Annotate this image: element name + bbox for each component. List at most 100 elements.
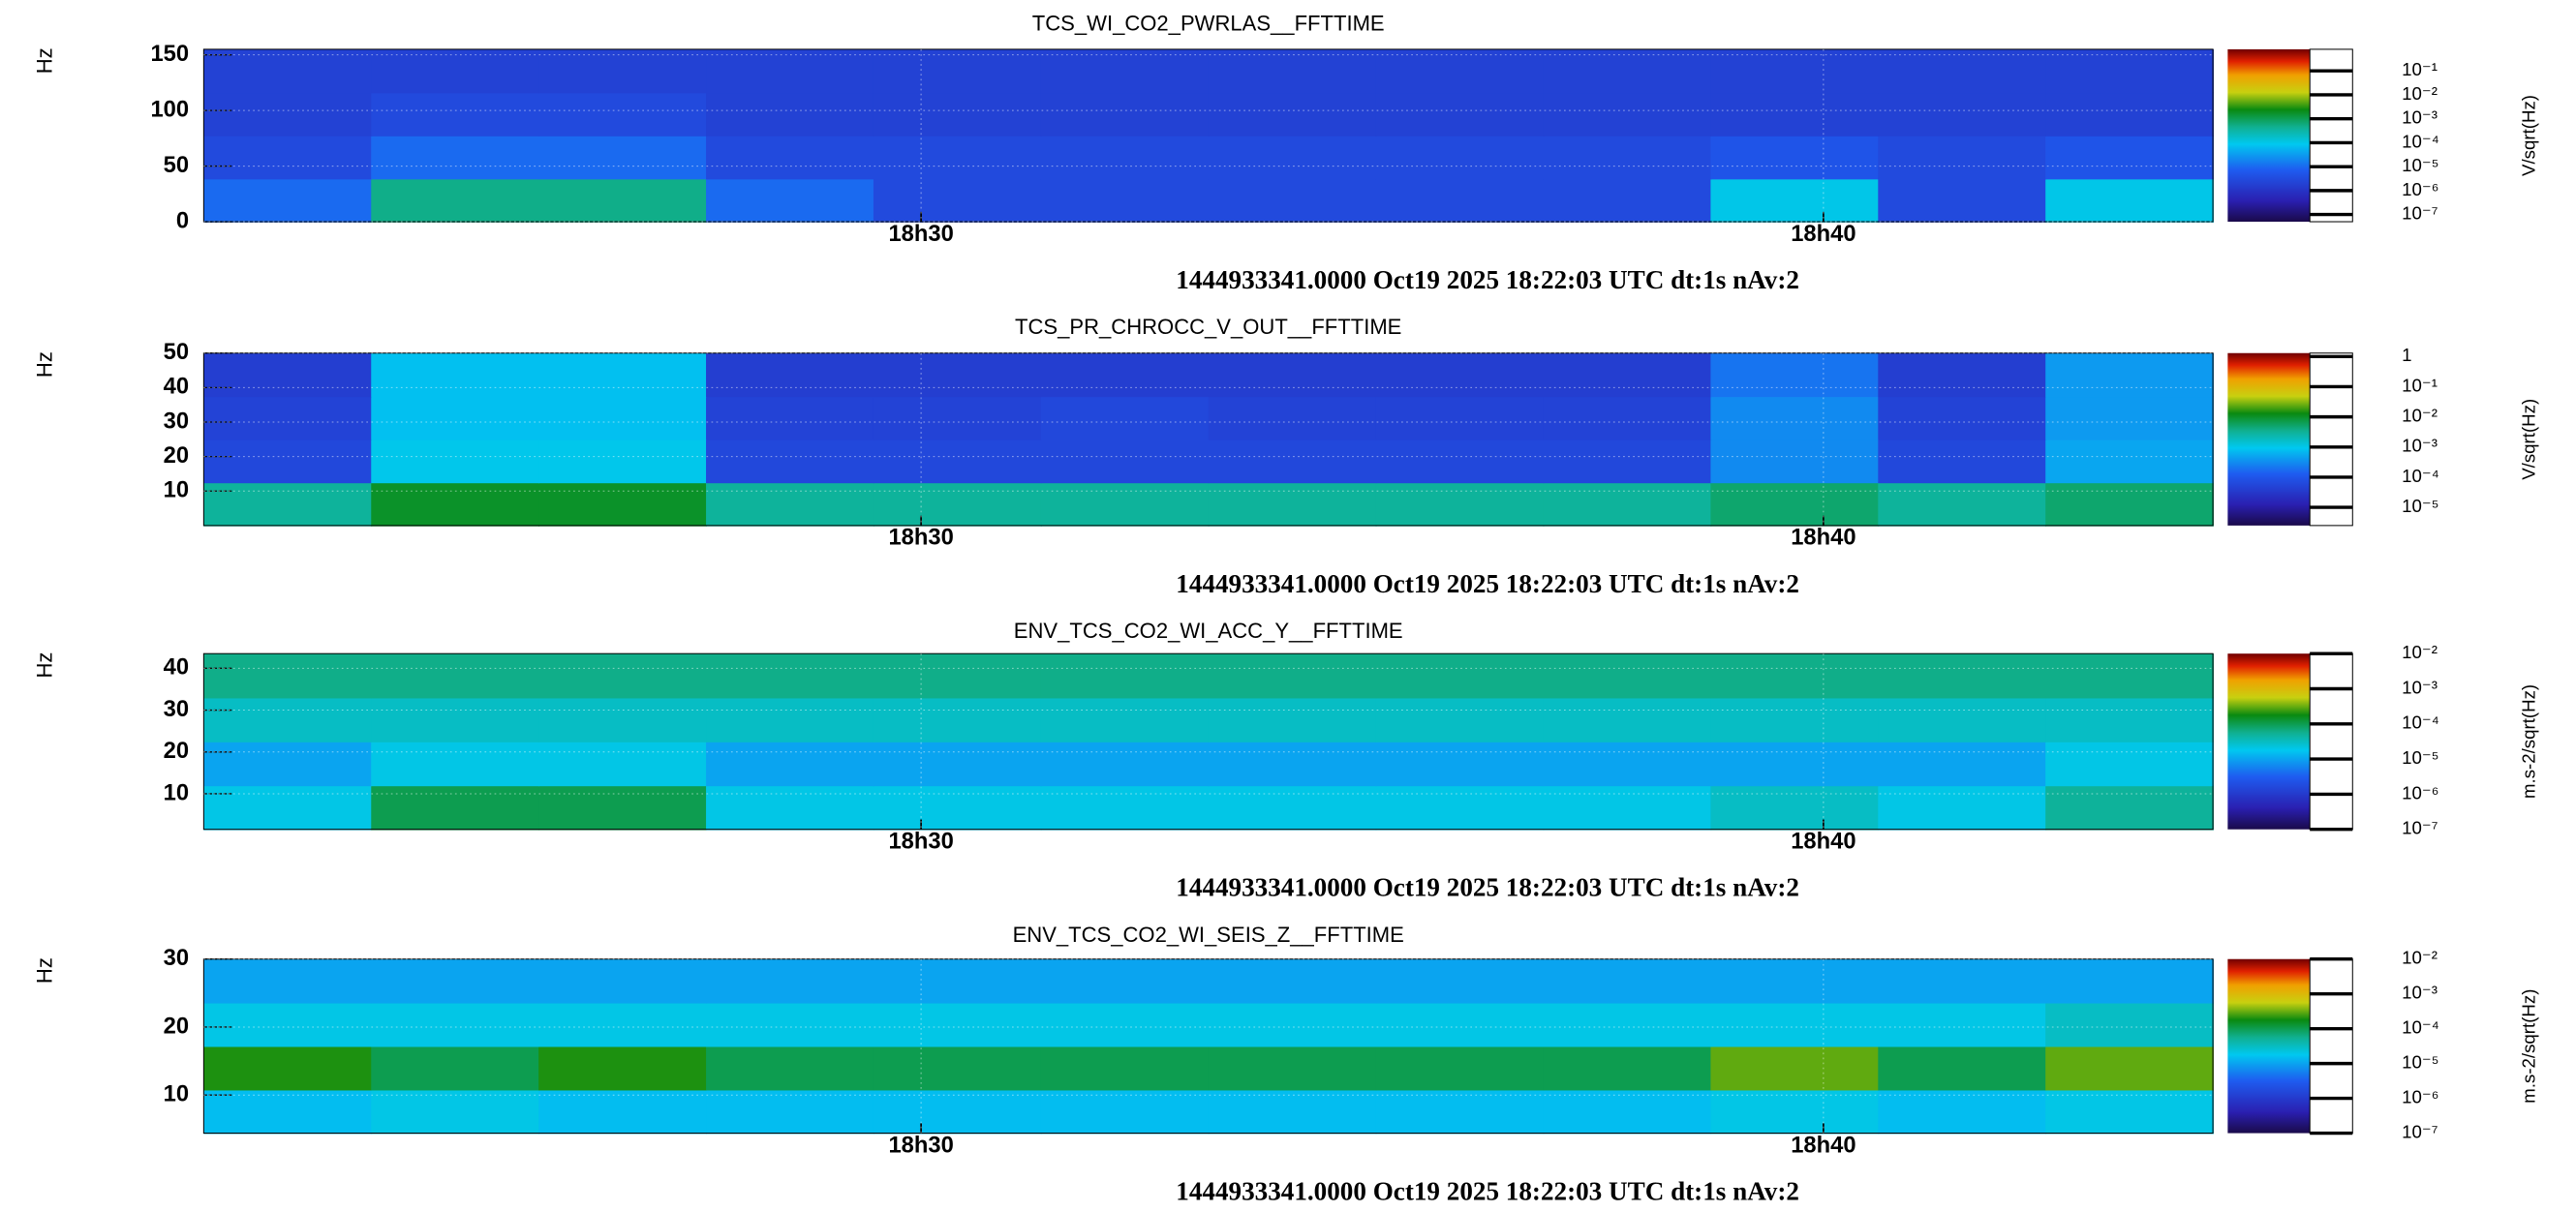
spectrogram-cell bbox=[1878, 785, 2047, 831]
spectrogram-cell bbox=[1543, 178, 1712, 223]
spectrogram-cell bbox=[371, 48, 539, 94]
spectrogram-cell bbox=[706, 178, 874, 223]
spectrogram-cell bbox=[1040, 439, 1210, 484]
x-tick-label: 18h30 bbox=[888, 1132, 953, 1158]
spectrogram-cell bbox=[1878, 958, 2047, 1004]
spectrogram-cell bbox=[1543, 439, 1712, 484]
spectrogram-cell bbox=[1208, 352, 1377, 398]
spectrogram-cell bbox=[1878, 1002, 2047, 1047]
spectrogram-cell bbox=[371, 697, 539, 742]
x-tick-label: 18h40 bbox=[1791, 1132, 1855, 1158]
colorbar-tick-label: 10⁻⁴ bbox=[2402, 466, 2439, 486]
spectrogram-cell bbox=[873, 92, 1042, 136]
spectrogram-cell bbox=[2045, 178, 2214, 223]
spectrogram-cell bbox=[1543, 741, 1712, 787]
spectrogram-cell bbox=[1375, 178, 1545, 223]
spectrogram-cell bbox=[1710, 1089, 1880, 1135]
spectrogram-cell bbox=[706, 1002, 874, 1047]
x-tick-label: 18h40 bbox=[1791, 525, 1855, 551]
spectrogram-cell bbox=[706, 482, 874, 527]
y-axis-label: Hz bbox=[32, 47, 56, 74]
spectrogram-cell bbox=[1040, 1089, 1210, 1135]
spectrogram-cell bbox=[1710, 785, 1880, 831]
spectrogram-cell bbox=[1710, 741, 1880, 787]
spectrogram-cell bbox=[1543, 135, 1712, 180]
spectrogram-cell bbox=[2045, 439, 2214, 484]
y-tick-label: 40 bbox=[164, 374, 189, 400]
spectrogram-cell bbox=[1878, 1089, 2047, 1135]
spectrogram-cell bbox=[1710, 1045, 1880, 1091]
spectrogram-cell bbox=[1543, 48, 1712, 94]
spectrogram-cell bbox=[2045, 482, 2214, 527]
spectrogram-cell bbox=[1208, 482, 1377, 527]
spectrogram-cell bbox=[203, 653, 373, 699]
spectrogram-cell bbox=[706, 439, 874, 484]
spectrogram-cell bbox=[1208, 439, 1377, 484]
x-axis-label: 1444933341.0000 Oct19 2025 18:22:03 UTC … bbox=[1176, 265, 1799, 294]
spectrogram-cell bbox=[1543, 785, 1712, 831]
spectrogram-cell bbox=[203, 92, 373, 136]
colorbar-tick-label: 10⁻² bbox=[2402, 642, 2438, 662]
colorbar-tick-label: 10⁻² bbox=[2402, 83, 2438, 104]
spectrogram-cell bbox=[1208, 1002, 1377, 1047]
colorbar bbox=[2227, 958, 2311, 1134]
spectrogram-cell bbox=[538, 958, 707, 1004]
spectrogram-cell bbox=[1375, 482, 1545, 527]
colorbar-tick-label: 10⁻⁴ bbox=[2402, 712, 2439, 733]
spectrogram-cell bbox=[1208, 1089, 1377, 1135]
spectrogram-cell bbox=[873, 697, 1042, 742]
spectrogram-cell bbox=[1208, 396, 1377, 440]
spectrogram-cell bbox=[1375, 1045, 1545, 1091]
spectrogram-cell bbox=[1208, 741, 1377, 787]
spectrogram-cell bbox=[1710, 48, 1880, 94]
colorbar-tick-label: 10⁻¹ bbox=[2402, 59, 2438, 79]
spectrogram-cell bbox=[873, 1089, 1042, 1135]
spectrogram-cell bbox=[1208, 48, 1377, 94]
spectrogram-cell bbox=[371, 1089, 539, 1135]
spectrogram-cell bbox=[1878, 48, 2047, 94]
spectrogram-cell bbox=[1878, 396, 2047, 440]
colorbar-tick-label: 10⁻⁶ bbox=[2402, 179, 2438, 199]
spectrogram-cell bbox=[1040, 785, 1210, 831]
spectrogram-cell bbox=[538, 92, 707, 136]
spectrogram-cell bbox=[1710, 958, 1880, 1004]
spectrogram-cell bbox=[538, 396, 707, 440]
x-tick-label: 18h30 bbox=[888, 829, 953, 855]
y-tick-label: 50 bbox=[164, 152, 189, 178]
spectrogram-cell bbox=[1878, 178, 2047, 223]
spectrogram-cell bbox=[538, 1089, 707, 1135]
x-tick-label: 18h40 bbox=[1791, 221, 1855, 247]
y-tick-label: 40 bbox=[164, 654, 189, 681]
spectrogram-cell bbox=[203, 1045, 373, 1091]
spectrogram-cell bbox=[706, 958, 874, 1004]
spectrogram-cell bbox=[1208, 1045, 1377, 1091]
spectrogram-cell bbox=[2045, 352, 2214, 398]
spectrogram-cell bbox=[873, 178, 1042, 223]
spectrogram-cell bbox=[1710, 1002, 1880, 1047]
spectrogram-cell bbox=[1208, 92, 1377, 136]
spectrogram-cell bbox=[203, 741, 373, 787]
y-tick-label: 100 bbox=[150, 96, 189, 122]
spectrogram-cell bbox=[706, 1089, 874, 1135]
spectrogram-cell bbox=[1710, 396, 1880, 440]
colorbar-tick-label: 10⁻⁴ bbox=[2402, 131, 2439, 151]
spectrogram-cell bbox=[1543, 697, 1712, 742]
spectrogram-cell bbox=[1375, 1089, 1545, 1135]
spectrogram-cell bbox=[706, 741, 874, 787]
chart-title: ENV_TCS_CO2_WI_SEIS_Z__FFTTIME bbox=[1013, 923, 1404, 947]
spectrogram-cell bbox=[371, 135, 539, 180]
spectrogram-cell bbox=[1375, 958, 1545, 1004]
chart-title: ENV_TCS_CO2_WI_ACC_Y__FFTTIME bbox=[1014, 619, 1403, 643]
spectrogram-cell bbox=[538, 1002, 707, 1047]
spectrogram-cell bbox=[538, 135, 707, 180]
colorbar-tick-label: 10⁻⁷ bbox=[2402, 203, 2438, 224]
spectrogram-cell bbox=[1710, 439, 1880, 484]
spectrogram-cell bbox=[706, 92, 874, 136]
spectrogram-cell bbox=[371, 653, 539, 699]
colorbar-tick-label: 10⁻⁵ bbox=[2402, 747, 2438, 768]
spectrogram-cell bbox=[1375, 653, 1545, 699]
spectrogram-cell bbox=[873, 352, 1042, 398]
spectrogram-cell bbox=[1208, 785, 1377, 831]
spectrogram-cell bbox=[1878, 653, 2047, 699]
spectrogram-cell bbox=[538, 1045, 707, 1091]
